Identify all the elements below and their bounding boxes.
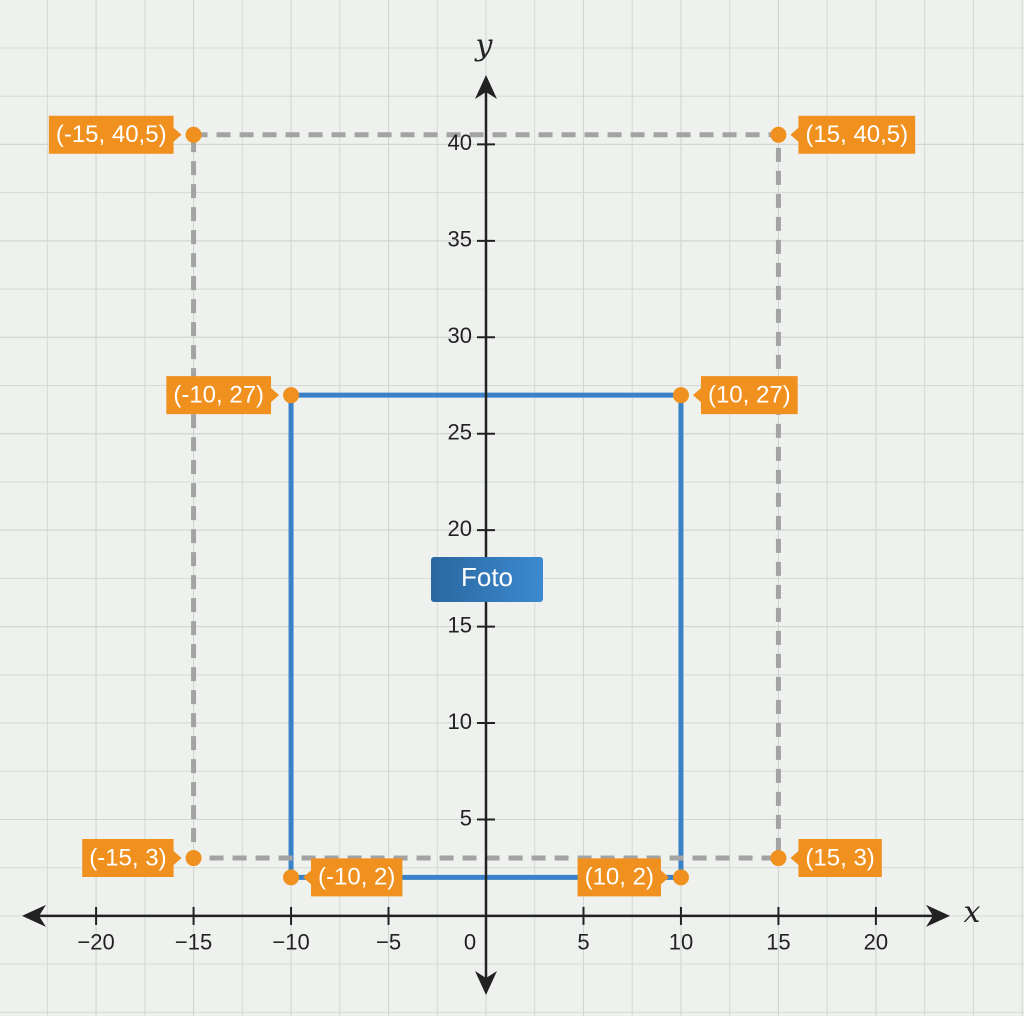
x-tick-label: −15 [175,930,212,955]
point-label: (15, 3) [790,839,882,878]
x-tick-label: −10 [272,930,309,955]
labels: (-10, 27) (10, 27) (10, 2) (-10, 2) (-15, 40… [48,115,916,897]
point-label-box [790,115,916,154]
y-tick-label: 40 [448,130,472,155]
point-label-text: (10, 2) [585,864,654,891]
point-label-box [82,839,182,878]
point-label: (15, 40,5) [790,115,916,154]
point-label-text: (-15, 3) [89,844,166,871]
point-label: (-10, 27) [166,376,280,415]
point-label-text: (10, 27) [708,382,791,409]
y-tick-label: 10 [448,709,472,734]
point-label-text: (15, 3) [805,844,874,871]
point-label: (10, 2) [577,858,669,897]
point-label: (-10, 2) [303,858,403,897]
point-label-box [166,376,280,415]
point [185,850,202,867]
point [283,869,300,886]
point [672,869,689,886]
point [185,126,202,143]
point [672,387,689,404]
point-label-box [48,115,182,154]
x-tick-label: 5 [577,930,589,955]
point [770,126,787,143]
point-label-text: (15, 40,5) [805,121,908,148]
point-label-box [577,858,669,897]
arrowhead [22,904,46,927]
point-label: (10, 27) [692,376,798,415]
y-tick-label: 20 [448,516,472,541]
y-tick-label: 15 [448,612,472,637]
axes: x y −20 −15 −10 −5 0 5 10 15 20 5 10 15 20 25 30 35 40 [22,28,981,995]
series-label-box [431,557,543,602]
y-tick-label: 35 [448,227,472,252]
series-label: Foto [431,557,543,602]
y-tick-label: 30 [448,323,472,348]
x-tick-label: 20 [864,930,888,955]
x-tick-label: 10 [669,930,693,955]
x-tick-label: −5 [376,930,401,955]
x-tick-label: −20 [77,930,114,955]
x-tick-label: 0 [464,930,476,955]
arrowhead [475,75,497,99]
arrowhead [475,971,497,995]
point-label-text: (-10, 2) [318,864,395,891]
series-label-text: Foto [461,562,513,592]
point-label-text: (-15, 40,5) [56,121,167,148]
arrowhead [926,904,950,927]
x-tick-label: 15 [766,930,790,955]
point-label-box [790,839,882,878]
point [283,387,300,404]
point-label: (-15, 3) [82,839,182,878]
point-label-text: (-10, 27) [173,382,264,409]
y-tick-label: 5 [460,805,472,830]
point-label-box [692,376,798,415]
point-label-box [303,858,403,897]
x-axis-title: x [964,895,981,930]
y-tick-label: 25 [448,420,472,445]
y-axis-title: y [474,28,494,63]
point-label: (-15, 40,5) [48,115,182,154]
point [770,850,787,867]
